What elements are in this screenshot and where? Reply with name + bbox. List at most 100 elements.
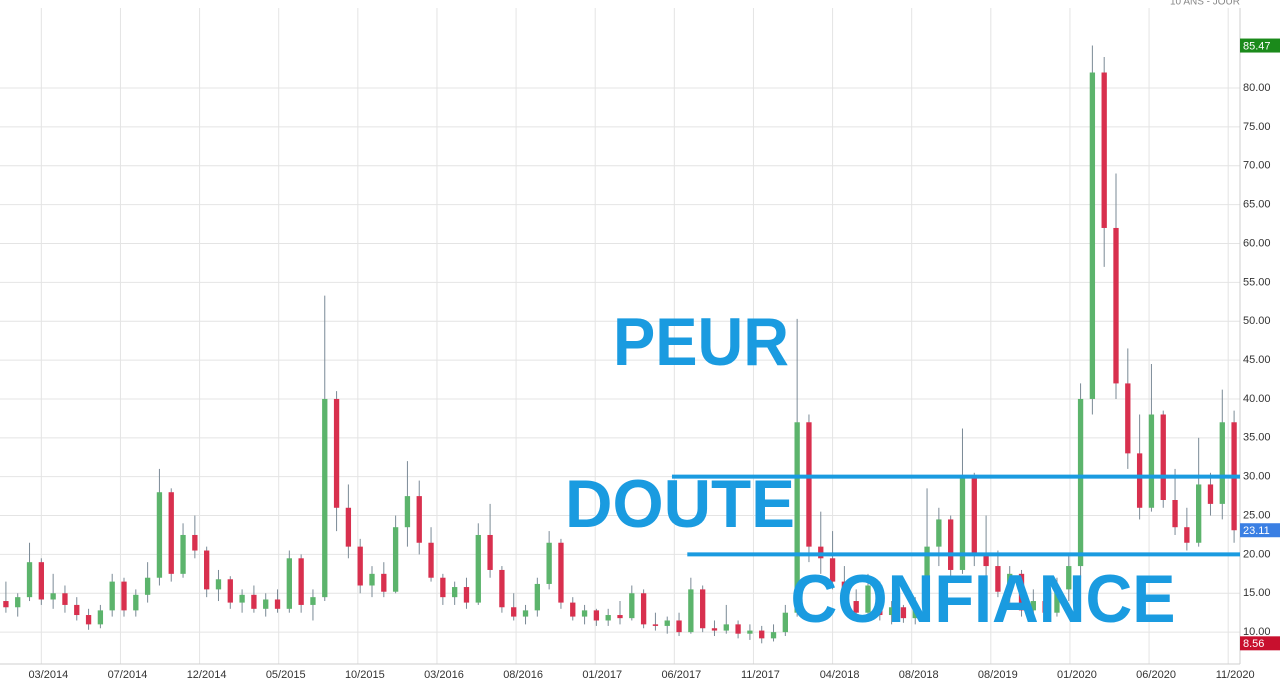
candle-body — [97, 610, 104, 625]
candle-body — [1125, 383, 1131, 454]
candle-body — [1184, 527, 1190, 543]
candle-body — [357, 546, 363, 586]
candle-body — [1007, 573, 1013, 592]
y-tick-label: 70.00 — [1243, 160, 1271, 172]
candle-body — [392, 527, 399, 592]
candle-body — [770, 632, 777, 639]
candle-body — [487, 534, 493, 570]
candle-body — [806, 422, 812, 547]
candle-body — [1066, 566, 1072, 590]
candle-body — [1113, 227, 1119, 384]
candle-body — [26, 562, 33, 598]
candle-body — [381, 573, 387, 592]
candle-body — [888, 607, 895, 616]
candle-body — [251, 594, 257, 609]
candle-body — [1219, 422, 1225, 504]
candle-body — [204, 550, 210, 590]
y-tick-label: 80.00 — [1243, 82, 1271, 94]
candle-body — [829, 558, 836, 582]
candle-body — [522, 610, 529, 617]
candle-body — [50, 593, 56, 600]
x-tick-label: 08/2016 — [503, 669, 543, 681]
candle-body — [428, 542, 434, 578]
candle-body — [877, 585, 883, 616]
candle-body — [1148, 414, 1155, 508]
x-tick-label: 07/2014 — [108, 669, 148, 681]
candle-body — [1136, 453, 1143, 508]
candle-body — [38, 562, 44, 600]
candle-body — [404, 496, 411, 528]
x-tick-label: 05/2015 — [266, 669, 306, 681]
candle-body — [912, 604, 918, 619]
candle-body — [333, 398, 340, 508]
candle-body — [121, 581, 127, 611]
candle-body — [1160, 414, 1166, 500]
candle-body — [723, 624, 729, 631]
candle-body — [959, 476, 966, 570]
candle-body — [676, 620, 682, 633]
candle-body — [499, 569, 505, 608]
candle-body — [971, 476, 977, 555]
price-badge-label: 8.56 — [1243, 638, 1264, 650]
candle-body — [794, 422, 800, 613]
candle-body — [416, 496, 422, 543]
candle-body — [263, 599, 269, 609]
y-tick-label: 60.00 — [1243, 237, 1271, 249]
candle-body — [782, 612, 788, 633]
candle-body — [948, 519, 954, 570]
candle-body — [463, 587, 470, 603]
candle-body — [1101, 72, 1107, 228]
candle-body — [652, 624, 659, 626]
y-tick-label: 15.00 — [1243, 587, 1271, 599]
candle-body — [144, 577, 151, 595]
candle-body — [322, 398, 328, 598]
price-badge-label: 85.47 — [1243, 40, 1271, 52]
candle-body — [85, 615, 92, 625]
candle-body — [274, 599, 281, 609]
candle-body — [215, 579, 222, 590]
candle-body — [1042, 601, 1048, 613]
candle-body — [310, 597, 316, 605]
price-badge — [1240, 636, 1280, 651]
candle-body — [853, 601, 859, 613]
x-tick-label: 06/2020 — [1136, 669, 1176, 681]
y-tick-label: 75.00 — [1243, 121, 1271, 133]
y-tick-label: 30.00 — [1243, 471, 1271, 483]
candle-body — [511, 607, 517, 617]
candle-body — [1018, 573, 1025, 611]
x-tick-label: 03/2014 — [28, 669, 68, 681]
candle-body — [865, 585, 871, 613]
candle-body — [534, 583, 540, 611]
corner-label: 10 ANS - JOUR — [1170, 0, 1240, 8]
y-tick-label: 55.00 — [1243, 276, 1271, 288]
candle-body — [1077, 398, 1084, 567]
candle-body — [369, 573, 375, 586]
candle-body — [711, 628, 718, 631]
candle-body — [546, 542, 552, 584]
x-tick-label: 03/2016 — [424, 669, 464, 681]
candle-body — [581, 610, 588, 617]
x-tick-label: 01/2020 — [1057, 669, 1097, 681]
candle-body — [688, 589, 694, 633]
y-tick-label: 40.00 — [1243, 393, 1271, 405]
x-tick-label: 04/2018 — [820, 669, 860, 681]
candle-body — [735, 624, 741, 634]
candle-body — [593, 610, 600, 621]
candle-body — [286, 558, 292, 609]
y-tick-label: 20.00 — [1243, 548, 1271, 560]
candle-body — [452, 587, 458, 598]
x-tick-label: 08/2019 — [978, 669, 1018, 681]
candle-body — [62, 593, 68, 605]
candle-body — [15, 597, 21, 608]
y-tick-label: 25.00 — [1243, 509, 1271, 521]
candle-body — [239, 594, 245, 603]
candle-body — [440, 577, 446, 598]
candle-body — [924, 546, 930, 605]
candle-body — [192, 534, 198, 551]
x-tick-label: 11/2020 — [1216, 669, 1255, 681]
candle-body — [747, 630, 753, 634]
annotation: PEUR — [613, 304, 789, 380]
candle-body — [900, 607, 907, 619]
candle-body — [168, 492, 174, 574]
